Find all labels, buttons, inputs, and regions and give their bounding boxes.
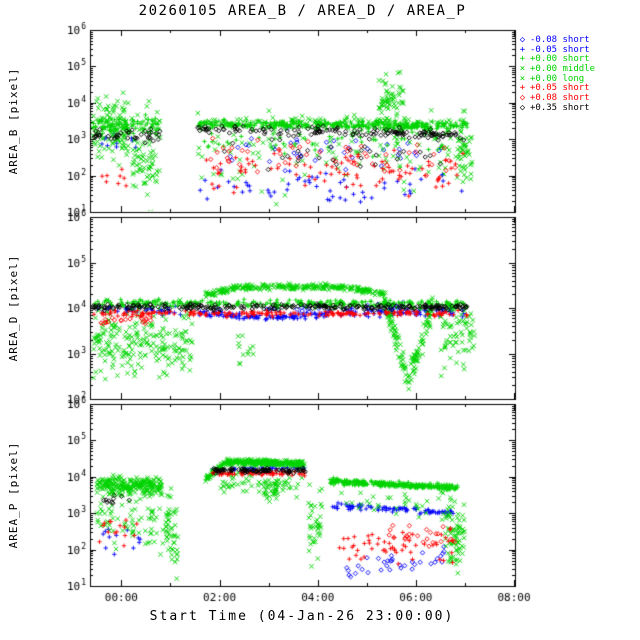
legend-item-label: -0.05 short <box>530 44 590 55</box>
legend-item-b1: ◇ -0.08 short <box>517 35 595 46</box>
legend-item-r2: ◇ +0.08 short <box>517 93 595 104</box>
plus-marker-icon: + <box>519 83 526 94</box>
diamond-marker-icon: ◇ <box>519 35 526 45</box>
legend-item-label: +0.05 short <box>530 83 590 94</box>
legend-item-label: +0.00 middle <box>530 64 596 75</box>
y-axis-label-area-d: AREA_D [pixel] <box>7 254 20 362</box>
x-axis-label: Start Time (04-Jan-26 23:00:00) <box>149 609 455 624</box>
legend-item-label: +0.35 short <box>530 102 590 113</box>
legend-item-label: +0.08 short <box>530 93 590 104</box>
legend-item-label: -0.08 short <box>530 35 590 45</box>
y-axis-label-area-p: AREA_P [pixel] <box>7 441 20 549</box>
legend-item-label: +0.00 long <box>530 73 585 84</box>
diamond-marker-icon: ◇ <box>519 93 526 104</box>
legend-item-g2: × +0.00 middle <box>517 64 596 75</box>
legend-item-k1: ◇ +0.35 short <box>517 102 595 114</box>
legend-item-r1: + +0.05 short <box>517 84 595 94</box>
chart-title: 20260105 AREA_B / AREA_D / AREA_P <box>138 3 467 19</box>
y-axis-label-area-b: AREA_B [pixel] <box>7 67 20 175</box>
plus-marker-icon: + <box>519 54 526 65</box>
legend-item-g3: × +0.00 long <box>517 73 595 85</box>
legend-item-b2: + -0.05 short <box>517 44 595 56</box>
plus-marker-icon: + <box>519 44 526 55</box>
legend: ◇ -0.08 short + -0.05 short + +0.00 short × +0.… <box>517 35 596 114</box>
legend-item-g1: + +0.00 short <box>517 55 595 65</box>
cross-marker-icon: × <box>519 64 526 75</box>
legend-item-label: +0.00 short <box>530 54 590 65</box>
diamond-marker-icon: ◇ <box>519 102 526 113</box>
cross-marker-icon: × <box>519 73 526 84</box>
